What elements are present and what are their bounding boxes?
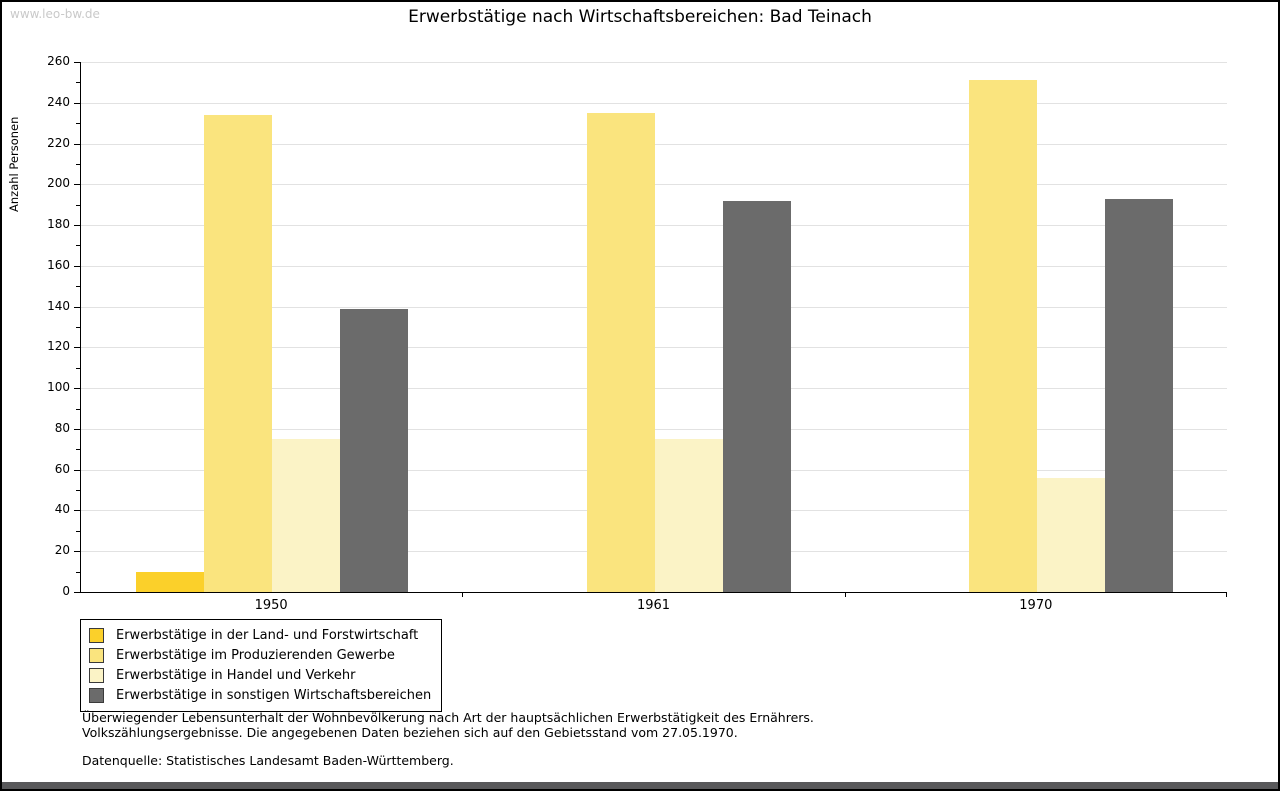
y-tick-label: 220 [47,135,70,150]
bar-1950-series1 [136,572,204,592]
y-tick [74,592,80,593]
legend-label: Erwerbstätige im Produzierenden Gewerbe [116,647,395,663]
bar-1950-series2 [204,115,272,592]
y-tick-label: 20 [54,543,70,558]
x-category-label: 1961 [636,598,671,613]
footnote-line-1: Überwiegender Lebensunterhalt der Wohnbe… [82,710,814,725]
y-tick [76,163,80,165]
plot-area [80,62,1227,593]
bar-1970-series3 [1037,478,1105,592]
y-tick [76,123,80,125]
y-tick [74,347,80,349]
y-tick-label: 40 [54,502,70,517]
y-tick [76,530,80,532]
y-tick [76,204,80,206]
y-tick-label: 180 [47,217,70,232]
y-tick [76,245,80,247]
x-tick [462,592,464,597]
y-tick [76,367,80,369]
y-tick [74,428,80,430]
y-tick-label: 0 [62,584,70,598]
legend-label: Erwerbstätige in der Land- und Forstwirt… [116,627,419,643]
x-tick [1226,592,1227,597]
y-tick [74,102,80,104]
legend-swatch [89,647,104,663]
bottom-strip [2,782,1278,789]
y-tick [74,551,80,553]
y-tick [74,62,80,63]
legend-item: Erwerbstätige im Produzierenden Gewerbe [89,645,431,665]
bar-1961-series2 [587,113,655,592]
watermark: www.leo-bw.de [10,7,100,21]
y-tick-label: 100 [47,380,70,395]
y-tick [74,388,80,390]
y-tick-label: 200 [47,176,70,191]
y-tick-label: 260 [47,54,70,68]
gridline [81,102,1227,104]
bar-1961-series3 [655,439,723,592]
y-tick [74,265,80,267]
y-tick [74,184,80,186]
chart-title: Erwerbstätige nach Wirtschaftsbereichen:… [408,7,872,27]
x-category-label: 1950 [254,598,288,613]
y-tick [76,82,80,84]
footnote: Überwiegender Lebensunterhalt der Wohnbe… [82,710,814,768]
y-tick-label: 60 [54,461,70,476]
bar-1950-series3 [272,439,340,592]
y-tick-label: 240 [47,94,70,109]
y-tick-label: 160 [47,257,70,272]
legend-item: Erwerbstätige in Handel und Verkehr [89,665,431,685]
y-tick [74,306,80,308]
y-tick [76,327,80,328]
legend-swatch [89,687,104,703]
bar-1970-series4 [1105,199,1173,592]
legend-item: Erwerbstätige in sonstigen Wirtschaftsbe… [89,685,431,705]
bar-1970-series2 [969,80,1037,592]
data-source: Datenquelle: Statistisches Landesamt Bad… [82,753,454,768]
y-tick [76,571,80,573]
legend-label: Erwerbstätige in sonstigen Wirtschaftsbe… [116,687,432,703]
y-tick-label: 140 [47,298,70,313]
x-tick [844,592,846,597]
footnote-line-2: Volkszählungsergebnisse. Die angegebenen… [82,725,738,740]
y-tick [74,225,80,227]
bar-1950-series4 [340,309,408,592]
x-category-label: 1970 [1019,598,1053,613]
legend-swatch [89,667,104,683]
y-tick [76,449,80,451]
gridline [81,62,1227,63]
y-tick [74,510,80,512]
legend-item: Erwerbstätige in der Land- und Forstwirt… [89,625,431,645]
y-tick [74,143,80,145]
legend: Erwerbstätige in der Land- und Forstwirt… [80,619,443,712]
y-tick [76,286,80,288]
bar-1961-series4 [723,201,791,592]
y-tick-label: 80 [54,420,70,435]
y-tick [74,469,80,471]
y-tick [76,408,80,410]
legend-swatch [89,627,104,643]
legend-label: Erwerbstätige in Handel und Verkehr [116,667,356,683]
y-tick [76,490,80,492]
y-tick-label: 120 [47,339,70,354]
